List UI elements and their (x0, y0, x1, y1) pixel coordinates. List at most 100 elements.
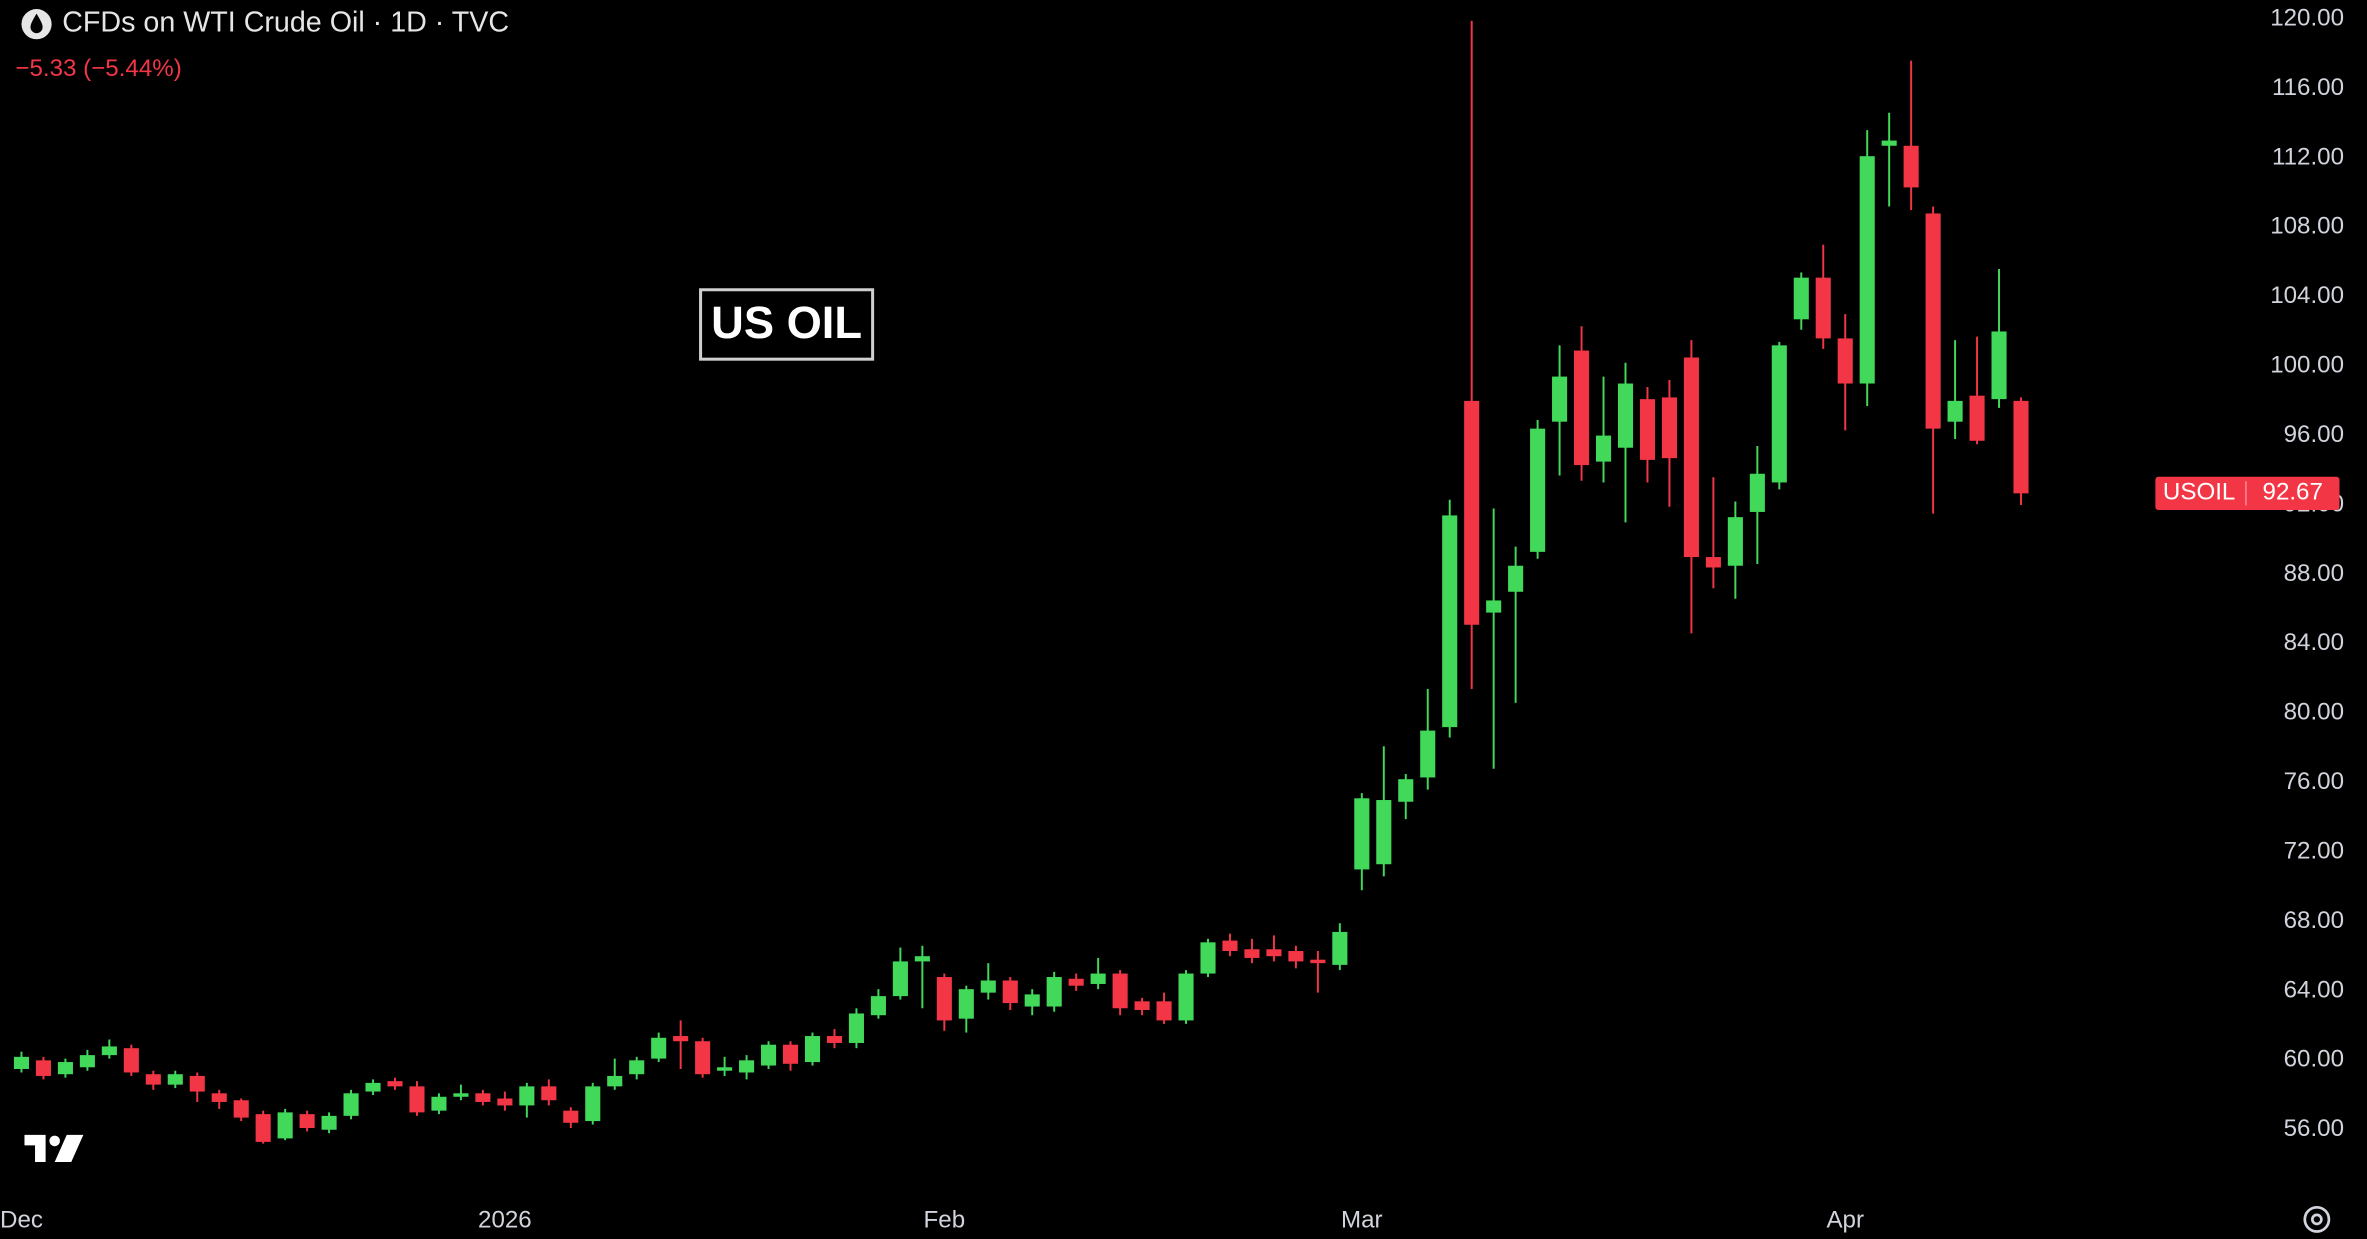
candle-body (497, 1098, 513, 1106)
candle-body (563, 1110, 579, 1123)
annotation-box (699, 288, 875, 361)
y-tick-label: 72.00 (2284, 837, 2344, 864)
candle-body (1112, 973, 1128, 1009)
candle-body (980, 980, 996, 993)
candle-body (1310, 959, 1326, 964)
candle-body (365, 1082, 381, 1092)
candle-body (1991, 331, 2007, 400)
candle-body (1683, 357, 1699, 558)
candle-body (1486, 600, 1502, 613)
candle-body (145, 1074, 161, 1085)
candle-body (1398, 779, 1414, 802)
drop-icon (30, 13, 43, 34)
logo-part (54, 1134, 84, 1163)
candle-body (826, 1036, 843, 1043)
candle-body (1332, 931, 1348, 965)
y-tick-label: 104.00 (2270, 282, 2344, 309)
tv-logo (24, 1134, 84, 1163)
price-tag: USOIL 92.67 (2155, 476, 2340, 510)
candle-body (255, 1114, 271, 1142)
candle-body (717, 1067, 733, 1071)
candle-body (1881, 140, 1897, 146)
y-axis: 56.00 60.00 64.00 68.00 72.00 76.00 80.00 84.00… (0, 4, 2344, 1233)
candle-body (1617, 383, 1634, 448)
candle-body (1508, 565, 1524, 592)
candle-body (79, 1055, 95, 1068)
candle-body (739, 1060, 755, 1073)
y-tick-label: 60.00 (2284, 1046, 2344, 1073)
y-tick-label: 88.00 (2284, 560, 2344, 587)
gear[interactable] (2303, 1205, 2331, 1233)
candle-body (1705, 557, 1721, 568)
y-tick-label: 116.00 (2272, 74, 2344, 101)
y-tick-label: 64.00 (2284, 976, 2344, 1003)
candle-body (321, 1115, 337, 1130)
gear-center[interactable] (2310, 1213, 2323, 1226)
candle-body (1749, 473, 1765, 512)
y-tick-label: 76.00 (2284, 768, 2344, 795)
candle-body (1859, 156, 1875, 384)
candle-body (804, 1036, 821, 1063)
annotation: US OIL (711, 297, 862, 348)
candle-body (892, 961, 908, 997)
candle-body (958, 989, 974, 1019)
candle-body (1969, 395, 1985, 441)
candle-body (761, 1044, 777, 1066)
candle-body (57, 1062, 73, 1075)
candle-body (848, 1013, 864, 1043)
x-tick-label: Mar (1341, 1206, 1383, 1233)
logo-part (24, 1134, 46, 1163)
candles (13, 20, 2029, 1144)
candle-body (936, 977, 952, 1021)
y-tick-label: 84.00 (2284, 629, 2344, 656)
candle-body (1420, 730, 1436, 778)
candle-body (13, 1056, 30, 1070)
settings-icon[interactable] (2303, 1205, 2331, 1233)
candle-body (585, 1086, 601, 1122)
candle-body (1178, 973, 1194, 1021)
candle-body (299, 1114, 315, 1129)
candle-body (1727, 517, 1743, 566)
candle-body (1024, 994, 1040, 1007)
candle-body (1266, 949, 1282, 957)
candle-body (1530, 428, 1546, 552)
y-tick-label: 120.00 (2270, 4, 2344, 31)
candle-body (629, 1060, 645, 1075)
candle-body (1222, 940, 1238, 951)
y-tick-label: 56.00 (2284, 1115, 2344, 1142)
last-price-label: 92.67 (2263, 479, 2323, 506)
candle-body (1793, 277, 1809, 320)
candle-body (1815, 277, 1831, 339)
x-tick-label: Feb (924, 1206, 966, 1233)
candle-body (123, 1048, 139, 1073)
candle-body (1925, 213, 1941, 429)
candle-body (1376, 800, 1392, 865)
candle-body (1046, 977, 1062, 1007)
candle-body (189, 1075, 205, 1092)
candle-body (475, 1093, 491, 1102)
candle-body (1134, 1001, 1150, 1011)
candle-body (101, 1046, 117, 1056)
candle-body (211, 1093, 227, 1102)
candle-body (914, 956, 930, 962)
candle-body (519, 1086, 535, 1106)
candle-body (1442, 515, 1458, 728)
candle-body (1947, 400, 1963, 422)
price-change: −5.33 (−5.44%) (15, 55, 181, 82)
candle-body (1244, 949, 1260, 958)
y-tick-label: 108.00 (2270, 213, 2344, 240)
candle-body (1464, 400, 1480, 625)
candle-body (453, 1093, 469, 1097)
candle-body (2013, 400, 2029, 494)
candle-body (1661, 397, 1677, 459)
candle-body (695, 1041, 711, 1075)
candle-body (541, 1086, 557, 1101)
candle-body (1002, 980, 1018, 1004)
candle-body (651, 1037, 667, 1059)
candle-body (870, 996, 886, 1016)
candle-body (673, 1036, 689, 1042)
logo-part (49, 1135, 60, 1147)
candle-body (343, 1093, 359, 1116)
